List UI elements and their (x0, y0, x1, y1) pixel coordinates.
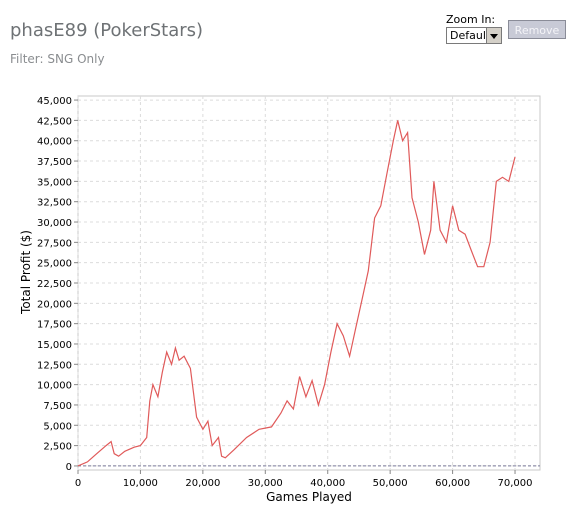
filter-label: Filter: SNG Only (10, 52, 105, 66)
x-tick-label: 40,000 (310, 478, 345, 489)
y-tick-label: 40,000 (37, 137, 72, 148)
y-tick-label: 12,500 (37, 360, 72, 371)
y-tick-label: 17,500 (37, 320, 72, 331)
series-line (77, 120, 516, 467)
y-tick-label: 37,500 (37, 157, 72, 168)
y-tick-label: 42,500 (37, 116, 72, 127)
x-tick-label: 0 (75, 478, 81, 489)
grid (77, 96, 540, 470)
y-tick-label: 0 (66, 462, 72, 473)
zoom-select[interactable]: Default (446, 27, 502, 44)
remove-button[interactable]: Remove (508, 20, 566, 39)
y-tick-label: 27,500 (37, 238, 72, 249)
y-tick-label: 2,500 (43, 442, 72, 453)
zoom-select-value: Default (450, 29, 491, 42)
y-tick-label: 5,000 (43, 421, 72, 432)
x-axis: 0 10,000 20,000 30,000 40,000 50,000 60,000 70,… (75, 470, 533, 489)
x-tick-label: 30,000 (248, 478, 283, 489)
y-tick-label: 22,500 (37, 279, 72, 290)
y-tick-label: 10,000 (37, 381, 72, 392)
x-tick-label: 60,000 (435, 478, 470, 489)
chevron-down-icon[interactable] (486, 28, 501, 43)
y-tick-label: 7,500 (43, 401, 72, 412)
y-tick-label: 20,000 (37, 299, 72, 310)
zoom-label: Zoom In: (446, 13, 496, 26)
y-tick-label: 30,000 (37, 218, 72, 229)
y-tick-label: 45,000 (37, 96, 72, 107)
x-axis-label: Games Played (266, 490, 352, 504)
y-tick-label: 35,000 (37, 177, 72, 188)
y-tick-label: 32,500 (37, 198, 72, 209)
x-tick-label: 50,000 (373, 478, 408, 489)
x-tick-label: 10,000 (123, 478, 158, 489)
y-axis: 0 2,500 5,000 7,500 10,000 12,500 15,000 17,500… (37, 96, 78, 473)
page-title: phasE89 (PokerStars) (10, 20, 204, 41)
y-tick-label: 15,000 (37, 340, 72, 351)
x-tick-label: 20,000 (185, 478, 220, 489)
y-tick-label: 25,000 (37, 259, 72, 270)
x-tick-label: 70,000 (498, 478, 533, 489)
y-axis-label: Total Profit ($) (19, 230, 33, 315)
